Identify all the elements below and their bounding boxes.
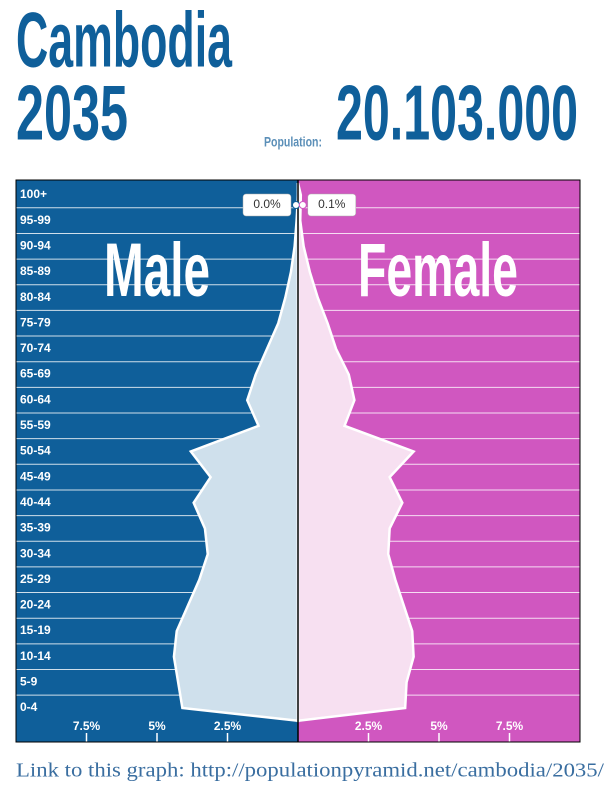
age-label: 40-44 (20, 495, 51, 509)
series-label: Female (358, 228, 518, 313)
age-label: 55-59 (20, 418, 51, 432)
age-label: 85-89 (20, 264, 51, 278)
age-label: 25-29 (20, 572, 51, 586)
age-label: 95-99 (20, 213, 51, 227)
age-label: 30-34 (20, 546, 51, 560)
age-label: 90-94 (20, 238, 51, 252)
x-tick-label: 2.5% (355, 719, 383, 733)
age-label: 20-24 (20, 598, 51, 612)
pyramid-shape (172, 183, 300, 723)
age-label: 60-64 (20, 392, 51, 406)
footer-link: Link to this graph: http://populationpyr… (16, 760, 604, 782)
age-label: 35-39 (20, 521, 51, 535)
value-label: 0.0% (253, 197, 281, 211)
age-label: 70-74 (20, 341, 51, 355)
age-label: 50-54 (20, 444, 51, 458)
x-tick-label: 2.5% (214, 719, 242, 733)
age-label: 15-19 (20, 623, 51, 637)
age-label: 100+ (20, 187, 47, 201)
x-tick-label: 7.5% (73, 719, 101, 733)
age-label: 10-14 (20, 649, 51, 663)
value-label-box (242, 193, 292, 217)
age-label: 75-79 (20, 315, 51, 329)
age-label: 45-49 (20, 469, 51, 483)
value-label-box (307, 193, 357, 217)
population-value: 20.103.000 (336, 69, 578, 157)
value-label: 0.1% (318, 197, 346, 211)
chart-subtitle: 2035 (16, 69, 128, 157)
chart-title: Cambodia (16, 0, 232, 84)
age-label: 0-4 (20, 700, 38, 714)
value-dot (292, 201, 300, 209)
chart-frame (15, 179, 581, 743)
population-label: Population: (264, 134, 322, 150)
series-label: Male (104, 228, 210, 313)
value-dot (298, 201, 307, 209)
age-label: 5-9 (20, 675, 38, 689)
age-label: 80-84 (20, 290, 51, 304)
age-label: 65-69 (20, 367, 51, 381)
x-tick-label: 7.5% (496, 719, 524, 733)
pyramid-shape (296, 182, 416, 723)
x-tick-label: 5% (148, 719, 166, 733)
x-tick-label: 5% (430, 719, 448, 733)
